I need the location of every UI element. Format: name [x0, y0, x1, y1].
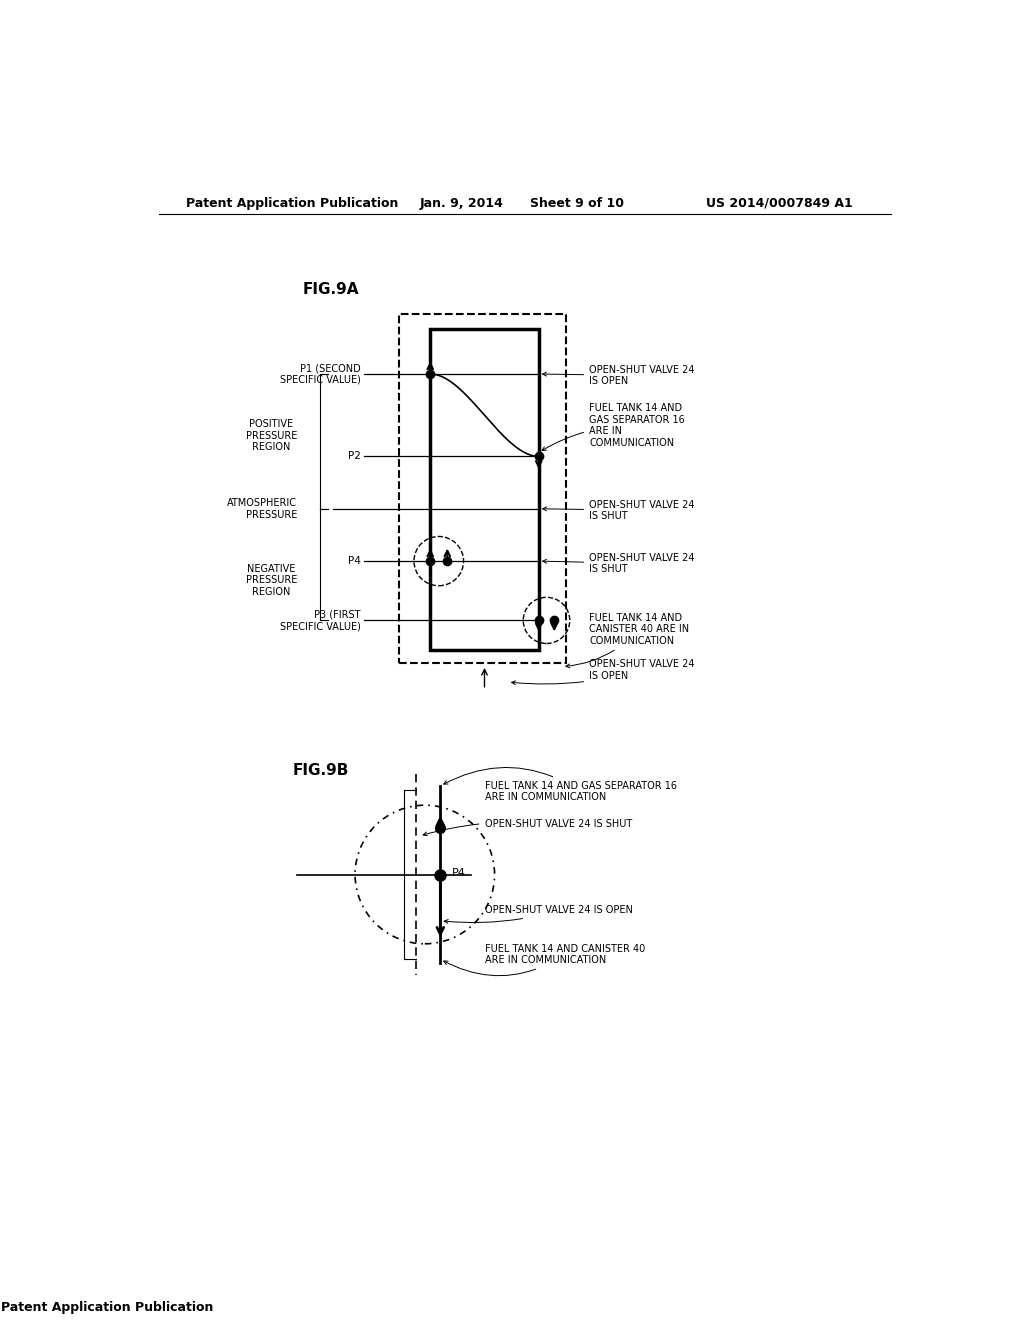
Text: P3 (FIRST
SPECIFIC VALUE): P3 (FIRST SPECIFIC VALUE)	[280, 610, 360, 631]
Text: Patent Application Publication: Patent Application Publication	[186, 197, 398, 210]
Text: FUEL TANK 14 AND CANISTER 40
ARE IN COMMUNICATION: FUEL TANK 14 AND CANISTER 40 ARE IN COMM…	[443, 944, 645, 975]
Text: OPEN-SHUT VALVE 24 IS SHUT: OPEN-SHUT VALVE 24 IS SHUT	[423, 818, 632, 836]
Text: FIG.9A: FIG.9A	[302, 281, 358, 297]
Text: OPEN-SHUT VALVE 24
IS OPEN: OPEN-SHUT VALVE 24 IS OPEN	[543, 364, 694, 387]
Text: P4: P4	[347, 556, 360, 566]
Text: OPEN-SHUT VALVE 24
IS SHUT: OPEN-SHUT VALVE 24 IS SHUT	[543, 499, 694, 521]
Text: P1 (SECOND
SPECIFIC VALUE): P1 (SECOND SPECIFIC VALUE)	[280, 363, 360, 385]
Text: OPEN-SHUT VALVE 24
IS SHUT: OPEN-SHUT VALVE 24 IS SHUT	[543, 553, 694, 574]
Text: POSITIVE
PRESSURE
REGION: POSITIVE PRESSURE REGION	[246, 418, 297, 453]
Bar	[430, 330, 539, 649]
Text: NEGATIVE
PRESSURE
REGION: NEGATIVE PRESSURE REGION	[246, 564, 297, 597]
Bar	[399, 314, 566, 663]
Text: FIG.9B: FIG.9B	[293, 763, 349, 777]
Text: US 2014/0007849 A1: US 2014/0007849 A1	[706, 197, 852, 210]
Text: FUEL TANK 14 AND
GAS SEPARATOR 16
ARE IN
COMMUNICATION: FUEL TANK 14 AND GAS SEPARATOR 16 ARE IN…	[542, 404, 685, 450]
Text: FUEL TANK 14 AND
CANISTER 40 ARE IN
COMMUNICATION: FUEL TANK 14 AND CANISTER 40 ARE IN COMM…	[566, 612, 689, 668]
Text: P2: P2	[347, 451, 360, 462]
Text: Jan. 9, 2014: Jan. 9, 2014	[419, 197, 503, 210]
Text: Sheet 9 of 10: Sheet 9 of 10	[530, 197, 625, 210]
Text: FUEL TANK 14 AND GAS SEPARATOR 16
ARE IN COMMUNICATION: FUEL TANK 14 AND GAS SEPARATOR 16 ARE IN…	[443, 767, 677, 803]
Text: OPEN-SHUT VALVE 24 IS OPEN: OPEN-SHUT VALVE 24 IS OPEN	[444, 906, 633, 924]
Text: ATMOSPHERIC
PRESSURE: ATMOSPHERIC PRESSURE	[227, 498, 297, 520]
Text: Patent Application Publication: Patent Application Publication	[1, 1300, 213, 1313]
Text: P4: P4	[452, 869, 466, 878]
Text: OPEN-SHUT VALVE 24
IS OPEN: OPEN-SHUT VALVE 24 IS OPEN	[512, 659, 694, 685]
